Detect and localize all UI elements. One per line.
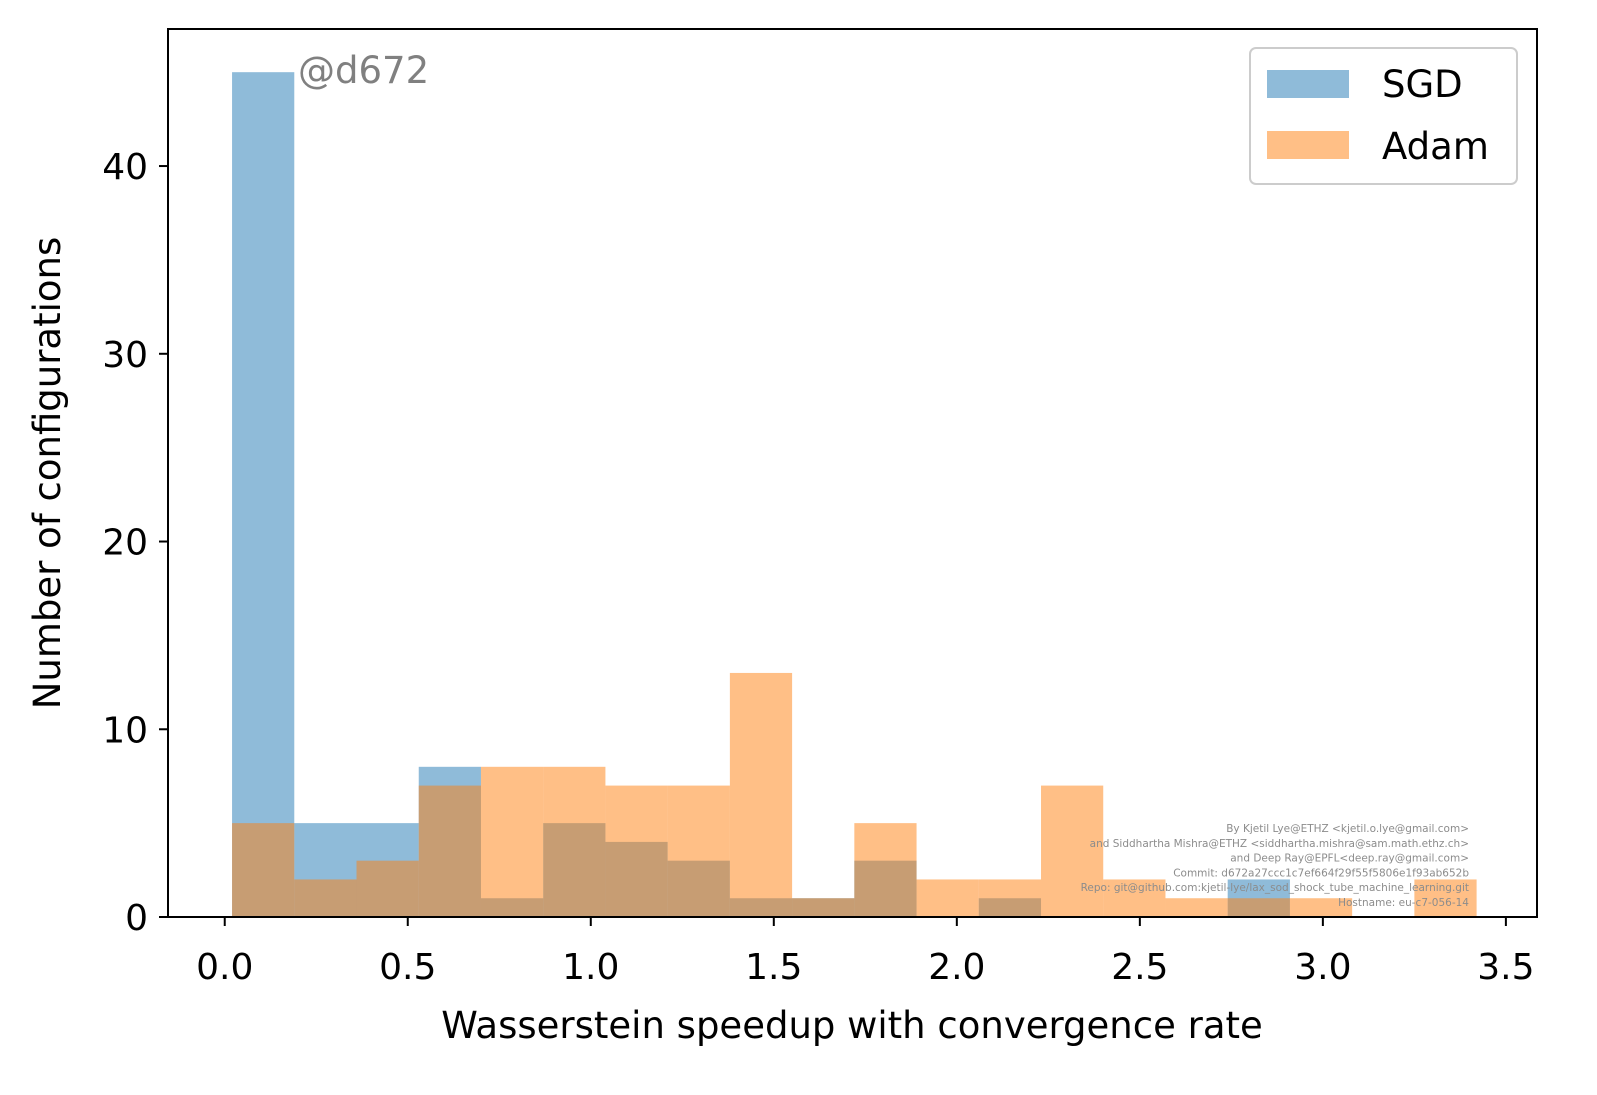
adam-bar bbox=[729, 672, 793, 917]
adam-bar bbox=[418, 785, 481, 917]
y-axis: 0 10 20 30 40 bbox=[102, 147, 168, 939]
credit-line: By Kjetil Lye@ETHZ <kjetil.o.lye@gmail.c… bbox=[1226, 823, 1469, 835]
x-tick-label: 1.5 bbox=[745, 947, 802, 988]
legend-swatch-adam bbox=[1267, 131, 1349, 159]
adam-bar bbox=[1041, 785, 1104, 917]
adam-bar bbox=[294, 879, 357, 917]
adam-bar bbox=[356, 860, 419, 917]
x-tick-label: 2.5 bbox=[1111, 947, 1168, 988]
legend-swatch-sgd bbox=[1267, 70, 1349, 98]
plot-frame bbox=[167, 28, 1538, 918]
adam-bar bbox=[480, 766, 544, 917]
legend: SGD Adam bbox=[1249, 47, 1518, 185]
credit-line: and Siddhartha Mishra@ETHZ <siddhartha.m… bbox=[1090, 838, 1469, 850]
legend-label-adam: Adam bbox=[1382, 125, 1489, 168]
watermark-label: @d672 bbox=[298, 49, 429, 92]
adam-bar bbox=[1103, 879, 1166, 917]
x-axis: 0.0 0.5 1.0 1.5 2.0 2.5 3.0 3.5 bbox=[196, 917, 1535, 988]
credit-line: Hostname: eu-c7-056-14 bbox=[1338, 897, 1469, 909]
x-tick-label: 0.5 bbox=[379, 947, 436, 988]
adam-bar bbox=[978, 879, 1042, 917]
y-tick-label: 10 bbox=[102, 710, 148, 751]
adam-bar bbox=[792, 898, 855, 917]
adam-bar bbox=[543, 766, 606, 917]
y-axis-label: Number of configurations bbox=[26, 237, 69, 710]
adam-bar bbox=[1289, 898, 1353, 917]
y-tick-label: 20 bbox=[102, 523, 148, 564]
adam-bar bbox=[1165, 898, 1228, 917]
x-axis-label: Wasserstein speedup with convergence rat… bbox=[441, 1004, 1263, 1047]
x-tick-label: 1.0 bbox=[562, 947, 619, 988]
y-tick-label: 30 bbox=[102, 335, 148, 376]
adam-bar bbox=[916, 879, 979, 917]
credit-line: Commit: d672a27ccc1c7ef664f29f55f5806e1f… bbox=[1173, 867, 1469, 879]
sgd-bar bbox=[232, 72, 295, 918]
adam-bar bbox=[854, 823, 917, 917]
y-tick-label: 0 bbox=[125, 898, 148, 939]
legend-label-sgd: SGD bbox=[1382, 63, 1463, 106]
credits-block: By Kjetil Lye@ETHZ <kjetil.o.lye@gmail.c… bbox=[1081, 823, 1470, 909]
x-tick-label: 0.0 bbox=[196, 947, 253, 988]
y-tick-label: 40 bbox=[102, 147, 148, 188]
x-tick-label: 3.0 bbox=[1294, 947, 1351, 988]
adam-bar bbox=[667, 785, 730, 917]
adam-bar bbox=[1227, 898, 1290, 917]
credit-line: Repo: git@github.com:kjetil-lye/lax_sod_… bbox=[1081, 882, 1469, 894]
x-tick-label: 2.0 bbox=[928, 947, 985, 988]
adam-bars bbox=[232, 672, 1477, 917]
adam-bar bbox=[232, 823, 295, 917]
adam-bar bbox=[605, 785, 668, 917]
adam-bar bbox=[1414, 879, 1477, 917]
x-tick-label: 3.5 bbox=[1477, 947, 1534, 988]
credit-line: and Deep Ray@EPFL<deep.ray@gmail.com> bbox=[1230, 853, 1469, 865]
